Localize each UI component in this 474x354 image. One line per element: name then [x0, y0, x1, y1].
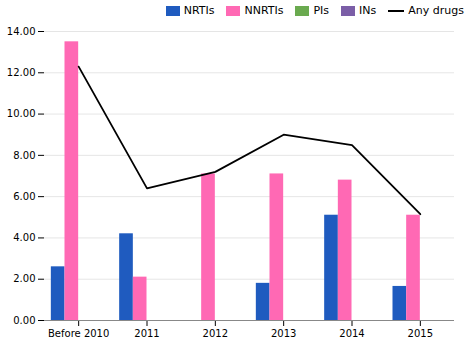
svg-text:0.00: 0.00 — [13, 315, 35, 326]
svg-text:10.00: 10.00 — [7, 108, 36, 119]
svg-text:6.00: 6.00 — [13, 191, 35, 202]
html-text:PIs: PIs — [313, 4, 330, 17]
html-text:INs: INs — [359, 4, 377, 17]
html-text:NRTIs: NRTIs — [183, 4, 215, 17]
html-text:NNRTIs: NNRTIs — [244, 4, 284, 17]
html-text:Any drugs: Any drugs — [408, 4, 464, 17]
svg-text:12.00: 12.00 — [7, 67, 36, 78]
svg-text:8.00: 8.00 — [13, 150, 35, 161]
svg-text:2015: 2015 — [408, 328, 433, 339]
svg-text:14.00: 14.00 — [7, 26, 36, 37]
svg-text:2.00: 2.00 — [13, 273, 35, 284]
svg-text:2011: 2011 — [134, 328, 159, 339]
svg-text:2013: 2013 — [271, 328, 296, 339]
svg-text:2012: 2012 — [203, 328, 228, 339]
svg-text:Before 2010: Before 2010 — [48, 328, 109, 339]
svg-text:2014: 2014 — [339, 328, 364, 339]
svg-text:4.00: 4.00 — [13, 232, 35, 243]
